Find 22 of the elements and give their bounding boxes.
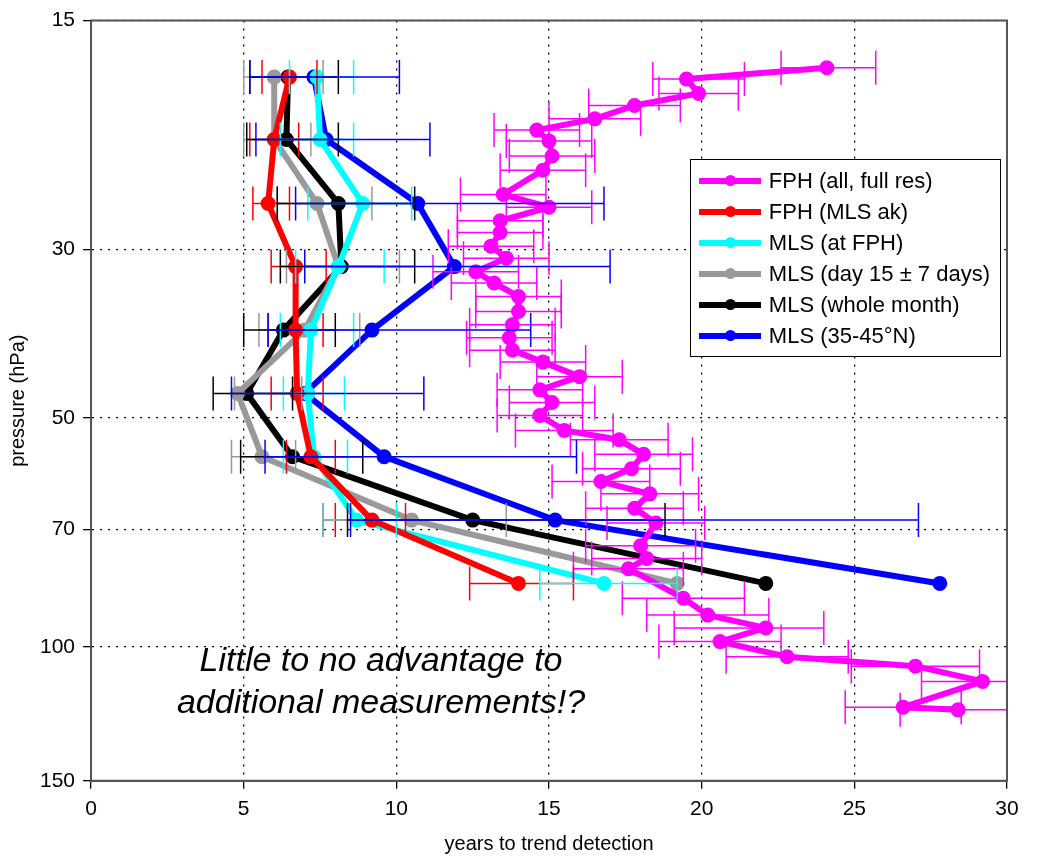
legend-label: FPH (all, full res) bbox=[768, 168, 933, 195]
x-tick-label: 25 bbox=[842, 796, 867, 820]
x-tick-label: 30 bbox=[995, 796, 1019, 820]
legend-label: MLS (day 15 ± 7 days) bbox=[768, 261, 990, 288]
y-tick-label: 150 bbox=[39, 767, 76, 791]
x-tick-label: 20 bbox=[690, 796, 714, 820]
legend-label: MLS (35-45°N) bbox=[768, 323, 916, 350]
y-tick-label: 50 bbox=[51, 404, 76, 428]
x-tick-label: 15 bbox=[537, 796, 561, 820]
x-axis-title: years to trend detection bbox=[444, 831, 654, 854]
y-tick-label: 100 bbox=[39, 633, 76, 657]
x-tick-label: 5 bbox=[237, 796, 250, 820]
legend-label: FPH (MLS ak) bbox=[768, 199, 909, 226]
y-tick-label: 30 bbox=[51, 236, 76, 260]
x-tick-label: 10 bbox=[384, 796, 409, 820]
annotation: Little to no advantage to additional measurements!? bbox=[176, 639, 586, 720]
legend-label: MLS (at FPH) bbox=[768, 230, 904, 257]
x-tick-label: 0 bbox=[85, 796, 97, 820]
y-axis-title: pressure (hPa) bbox=[5, 334, 28, 467]
y-tick-label: 15 bbox=[51, 7, 76, 31]
legend-label: MLS (whole month) bbox=[768, 292, 960, 319]
y-tick-label: 70 bbox=[51, 515, 76, 539]
